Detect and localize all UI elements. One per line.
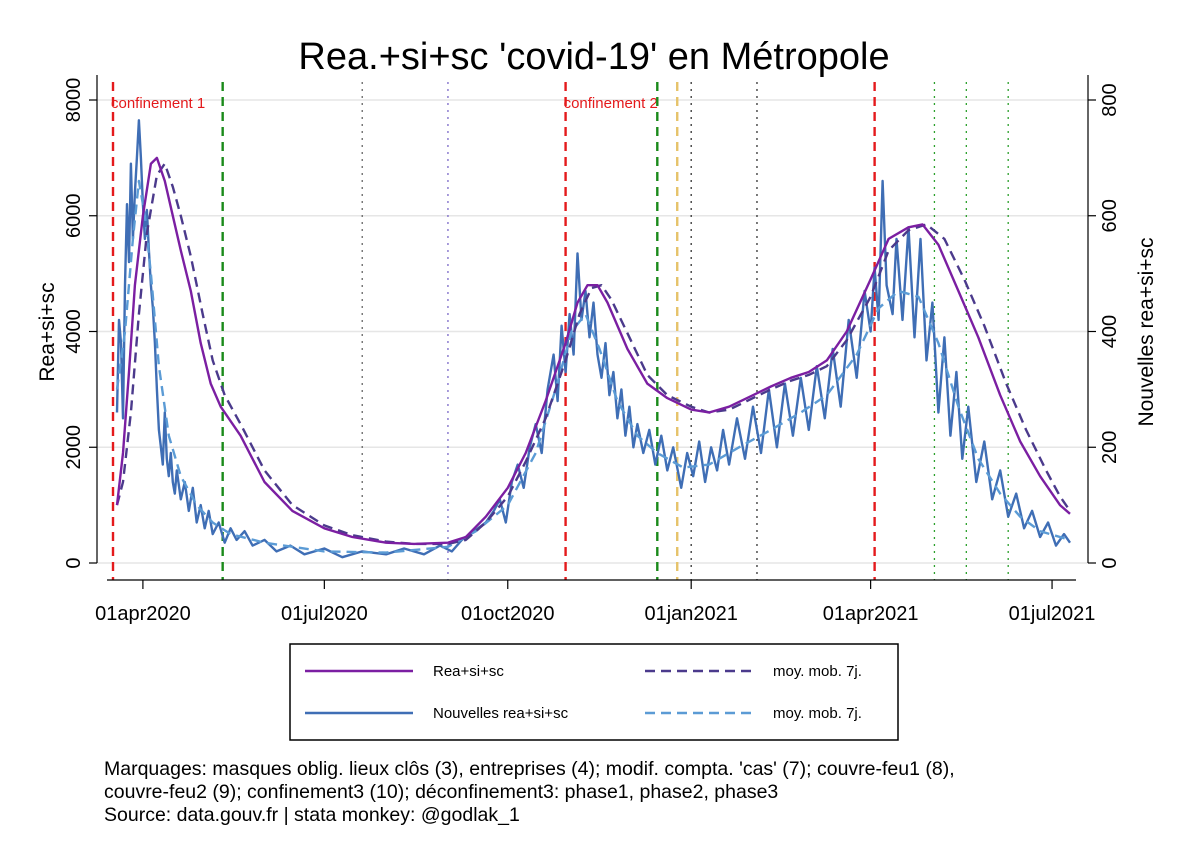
y-tick-label-right: 400	[1099, 315, 1121, 348]
legend-label: moy. mob. 7j.	[773, 663, 862, 680]
y-tick-label-left: 0	[63, 557, 85, 568]
x-tick-label: 01apr2021	[823, 603, 919, 625]
y-tick-label-right: 0	[1099, 557, 1121, 568]
axes: 0 0 2000 200 4000 400 6000 600 8000 800 01apr2020 0…	[63, 75, 1121, 625]
y-tick-label-left: 4000	[63, 309, 85, 354]
y-tick-label-left: 2000	[63, 425, 85, 470]
series-lines	[115, 119, 1071, 559]
legend-box	[289, 643, 899, 741]
y-tick-label-left: 6000	[63, 194, 85, 239]
x-tick-label: 01jul2021	[1009, 603, 1096, 625]
footer-line-1: Marquages: masques oblig. lieux clôs (3)…	[104, 758, 955, 780]
chart-title: Rea.+si+sc 'covid-19' en Métropole	[298, 36, 889, 78]
event-marker-label: confinement 2	[564, 95, 658, 112]
series-line	[115, 156, 1071, 546]
footer-line-3: Source: data.gouv.fr | stata monkey: @go…	[104, 804, 520, 826]
event-markers: confinement 1 confinement 2	[111, 82, 1009, 580]
x-tick-label: 01apr2020	[95, 603, 191, 625]
y-tick-label-left: 8000	[63, 78, 85, 123]
legend: Rea+si+sc moy. mob. 7j. Nouvelles rea+si+s…	[289, 643, 899, 741]
x-tick-label: 01jan2021	[644, 603, 737, 625]
legend-label: Nouvelles rea+si+sc	[433, 705, 569, 722]
series-line	[115, 162, 1071, 546]
x-tick-label: 01jul2020	[281, 603, 368, 625]
footer-line-2: couvre-feu2 (9); confinement3 (10); déco…	[104, 781, 779, 803]
legend-label: moy. mob. 7j.	[773, 705, 862, 722]
legend-label: Rea+si+sc	[433, 663, 504, 680]
series-line	[115, 179, 1071, 554]
y-tick-label-right: 200	[1099, 431, 1121, 464]
y-tick-label-right: 800	[1099, 83, 1121, 116]
series-line	[115, 119, 1071, 559]
y-axis-left-label: Rea+si+sc	[36, 282, 59, 381]
x-tick-label: 01oct2020	[461, 603, 554, 625]
footer-notes: Marquages: masques oblig. lieux clôs (3)…	[104, 758, 955, 827]
event-marker-label: confinement 1	[111, 95, 205, 112]
y-axis-right-label: Nouvelles rea+si+sc	[1135, 237, 1158, 426]
y-tick-label-right: 600	[1099, 199, 1121, 232]
